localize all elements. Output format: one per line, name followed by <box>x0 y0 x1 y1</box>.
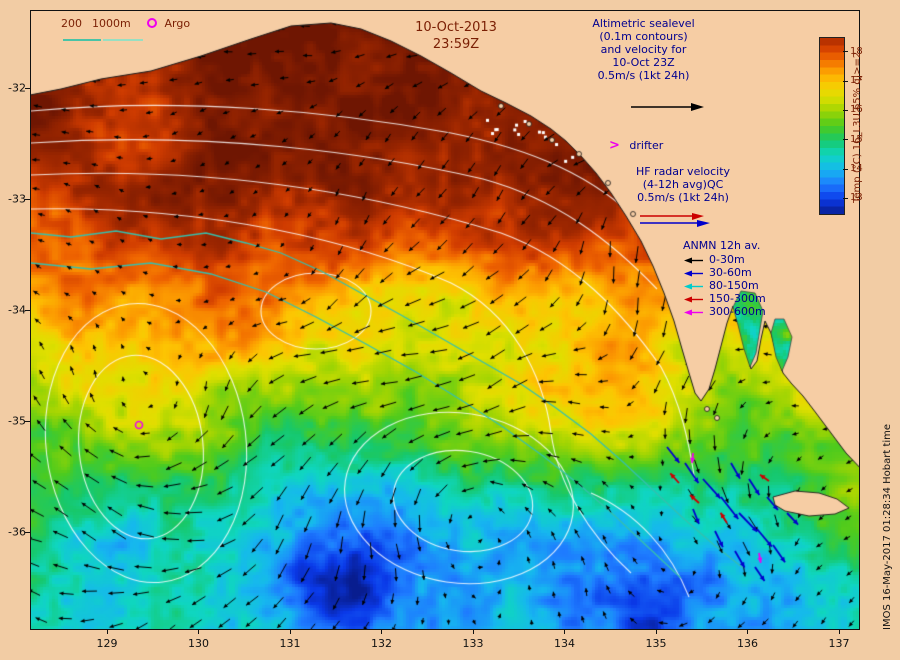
argo-label: Argo <box>164 17 191 30</box>
colorbar-tick-label: 16 <box>850 104 863 116</box>
x-tick-label: 133 <box>462 637 484 650</box>
anmn-entry-label: 30-60m <box>709 266 752 279</box>
drifter-marker-icon: > <box>609 138 620 153</box>
x-tick-mark <box>381 629 382 634</box>
anmn-entry: 300-600m <box>683 305 766 318</box>
x-tick-label: 134 <box>554 637 575 650</box>
anmn-entry: 150-300m <box>683 292 766 305</box>
x-tick-mark <box>838 629 840 634</box>
colorbar-tick-mark <box>843 197 848 199</box>
anmn-entry-label: 80-150m <box>709 279 759 292</box>
anmn-arrow-icon <box>684 257 703 263</box>
x-tick-label: 130 <box>188 637 209 650</box>
anmn-entry-label: 300-600m <box>709 305 766 318</box>
y-tick-label: -32 <box>8 81 26 95</box>
drifter-legend: > drifter <box>609 139 663 152</box>
date-label: 10-Oct-2013 <box>415 20 497 35</box>
anmn-arrow-icon <box>684 270 703 276</box>
altimetric-line: and velocity for <box>600 43 687 56</box>
altimetric-line: Altimetric sealevel <box>592 17 695 30</box>
anmn-legend: ANMN 12h av. 0-30m 30-60m 80-150m 150-300m 3… <box>683 239 766 318</box>
x-tick-mark <box>289 629 291 634</box>
altimetric-scale-arrow <box>631 103 704 111</box>
x-tick-label: 137 <box>828 637 850 650</box>
y-tick-label: -35 <box>8 414 26 428</box>
anmn-entry-label: 150-300m <box>709 292 766 305</box>
x-tick-mark <box>198 629 199 634</box>
colorbar-tick-label: 18 <box>850 45 863 57</box>
y-tick-label: -33 <box>8 192 26 206</box>
y-tick-mark <box>25 421 30 422</box>
hf-scale-arrow-red <box>640 213 704 220</box>
hf-scale-arrow-blue <box>640 220 710 227</box>
hf-radar-line: HF radar velocity <box>635 165 731 178</box>
colorbar-tick-mark <box>843 80 848 82</box>
altimetric-legend: Altimetric sealevel (0.1m contours) and ve… <box>576 17 711 82</box>
x-tick-mark <box>106 629 108 634</box>
anmn-arrow-icon <box>684 296 703 302</box>
colorbar-tick-mark <box>843 139 848 141</box>
colorbar-tick-mark <box>843 168 848 170</box>
x-tick-mark <box>564 629 565 634</box>
y-tick-label: -36 <box>8 525 26 539</box>
x-tick-mark <box>655 629 657 634</box>
colorbar-tick-label: 14 <box>850 163 863 174</box>
depth-1000-label: 1000m <box>92 17 131 30</box>
colorbar-title: Temp (°C) 16_L3U 65% q|>=2 <box>852 51 863 204</box>
altimetric-line: (0.1m contours) <box>599 30 688 43</box>
anmn-rows: 0-30m 30-60m 80-150m 150-300m 300-600m <box>683 253 766 318</box>
isobath-1000-sample <box>103 39 143 41</box>
anmn-entry: 0-30m <box>683 253 766 266</box>
isobath-200-sample <box>63 39 101 41</box>
x-tick-label: 132 <box>371 637 392 650</box>
hf-radar-line: 0.5m/s (1kt 24h) <box>637 191 729 204</box>
depth-200-label: 200 <box>61 17 82 30</box>
colorbar-tick-mark <box>843 51 848 53</box>
x-tick-label: 135 <box>645 637 667 650</box>
sst-field-canvas <box>31 11 859 629</box>
y-tick-mark <box>25 88 30 89</box>
depth-legend: 200 1000m <box>61 17 131 30</box>
y-tick-mark <box>25 310 30 311</box>
anmn-entry: 30-60m <box>683 266 766 279</box>
anmn-arrow-icon <box>684 283 703 289</box>
colorbar-tick-label: 13 <box>850 192 863 204</box>
hf-radar-legend: HF radar velocity (4-12h avg)QC 0.5m/s (1k… <box>619 165 747 204</box>
colorbar-tick-mark <box>843 109 848 111</box>
x-tick-mark <box>747 629 748 634</box>
temperature-colorbar <box>819 37 845 215</box>
x-tick-label: 136 <box>737 637 758 650</box>
hf-radar-line: (4-12h avg)QC <box>642 178 724 191</box>
x-tick-label: 131 <box>279 637 301 650</box>
anmn-title: ANMN 12h av. <box>683 239 761 252</box>
x-tick-label: 129 <box>96 637 118 650</box>
colorbar-tick-label: 15 <box>850 133 863 145</box>
x-tick-mark <box>472 629 474 634</box>
argo-marker-icon <box>147 18 157 28</box>
colorbar-tick-label: 17 <box>850 75 863 86</box>
map-date: 10-Oct-2013 23:59Z <box>396 19 516 53</box>
y-tick-label: -34 <box>8 303 26 317</box>
anmn-arrow-icon <box>684 309 703 315</box>
y-tick-mark <box>25 199 30 200</box>
anmn-entry: 80-150m <box>683 279 766 292</box>
anmn-entry-label: 0-30m <box>709 253 745 266</box>
credit-label: IMOS 16-May-2017 01:28:34 Hobart time <box>882 423 893 630</box>
drifter-label: drifter <box>629 139 664 152</box>
map-plot-area: 200 1000m Argo 10-Oct-2013 23:59Z Altimet… <box>30 10 863 630</box>
altimetric-line: 0.5m/s (1kt 24h) <box>597 69 690 82</box>
y-tick-mark <box>25 532 30 533</box>
argo-legend: Argo <box>147 17 190 30</box>
time-label: 23:59Z <box>432 37 480 52</box>
altimetric-line: 10-Oct 23Z <box>612 56 675 69</box>
